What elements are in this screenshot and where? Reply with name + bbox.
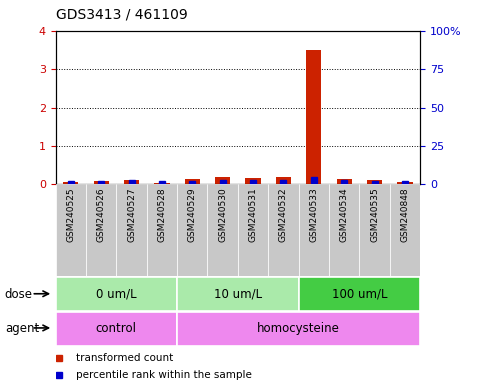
Text: 100 um/L: 100 um/L <box>332 288 387 301</box>
Text: GSM240534: GSM240534 <box>340 187 349 242</box>
Bar <box>298 277 420 311</box>
Bar <box>124 180 139 184</box>
Bar <box>56 312 177 346</box>
Text: 10 um/L: 10 um/L <box>214 288 262 301</box>
Bar <box>306 50 322 184</box>
Bar <box>238 184 268 276</box>
Bar <box>398 182 412 184</box>
Text: percentile rank within the sample: percentile rank within the sample <box>76 370 252 380</box>
Bar <box>245 178 261 184</box>
Bar <box>56 277 177 311</box>
Bar <box>390 184 420 276</box>
Text: dose: dose <box>5 288 33 301</box>
Text: transformed count: transformed count <box>76 353 173 363</box>
Text: GSM240528: GSM240528 <box>157 187 167 242</box>
Text: GSM240529: GSM240529 <box>188 187 197 242</box>
Text: 0 um/L: 0 um/L <box>96 288 137 301</box>
Bar <box>215 177 230 184</box>
Bar <box>208 184 238 276</box>
Bar <box>367 180 382 184</box>
Text: GSM240530: GSM240530 <box>218 187 227 242</box>
Bar <box>177 184 208 276</box>
Text: GSM240532: GSM240532 <box>279 187 288 242</box>
Text: GSM240526: GSM240526 <box>97 187 106 242</box>
Bar <box>177 277 298 311</box>
Bar <box>94 181 109 184</box>
Bar <box>56 184 86 276</box>
Bar <box>268 184 298 276</box>
Bar <box>154 183 170 184</box>
Text: GSM240531: GSM240531 <box>249 187 257 242</box>
Bar <box>147 184 177 276</box>
Bar <box>298 184 329 276</box>
Bar <box>185 179 200 184</box>
Text: control: control <box>96 322 137 335</box>
Bar <box>359 184 390 276</box>
Bar <box>337 179 352 184</box>
Text: agent: agent <box>5 322 39 335</box>
Text: homocysteine: homocysteine <box>257 322 340 335</box>
Text: GSM240525: GSM240525 <box>66 187 75 242</box>
Bar <box>86 184 116 276</box>
Text: GSM240848: GSM240848 <box>400 187 410 242</box>
Text: GSM240527: GSM240527 <box>127 187 136 242</box>
Bar <box>329 184 359 276</box>
Bar <box>63 182 78 184</box>
Bar <box>116 184 147 276</box>
Bar <box>276 177 291 184</box>
Text: GSM240535: GSM240535 <box>370 187 379 242</box>
Text: GSM240533: GSM240533 <box>309 187 318 242</box>
Bar <box>177 312 420 346</box>
Text: GDS3413 / 461109: GDS3413 / 461109 <box>56 7 187 21</box>
